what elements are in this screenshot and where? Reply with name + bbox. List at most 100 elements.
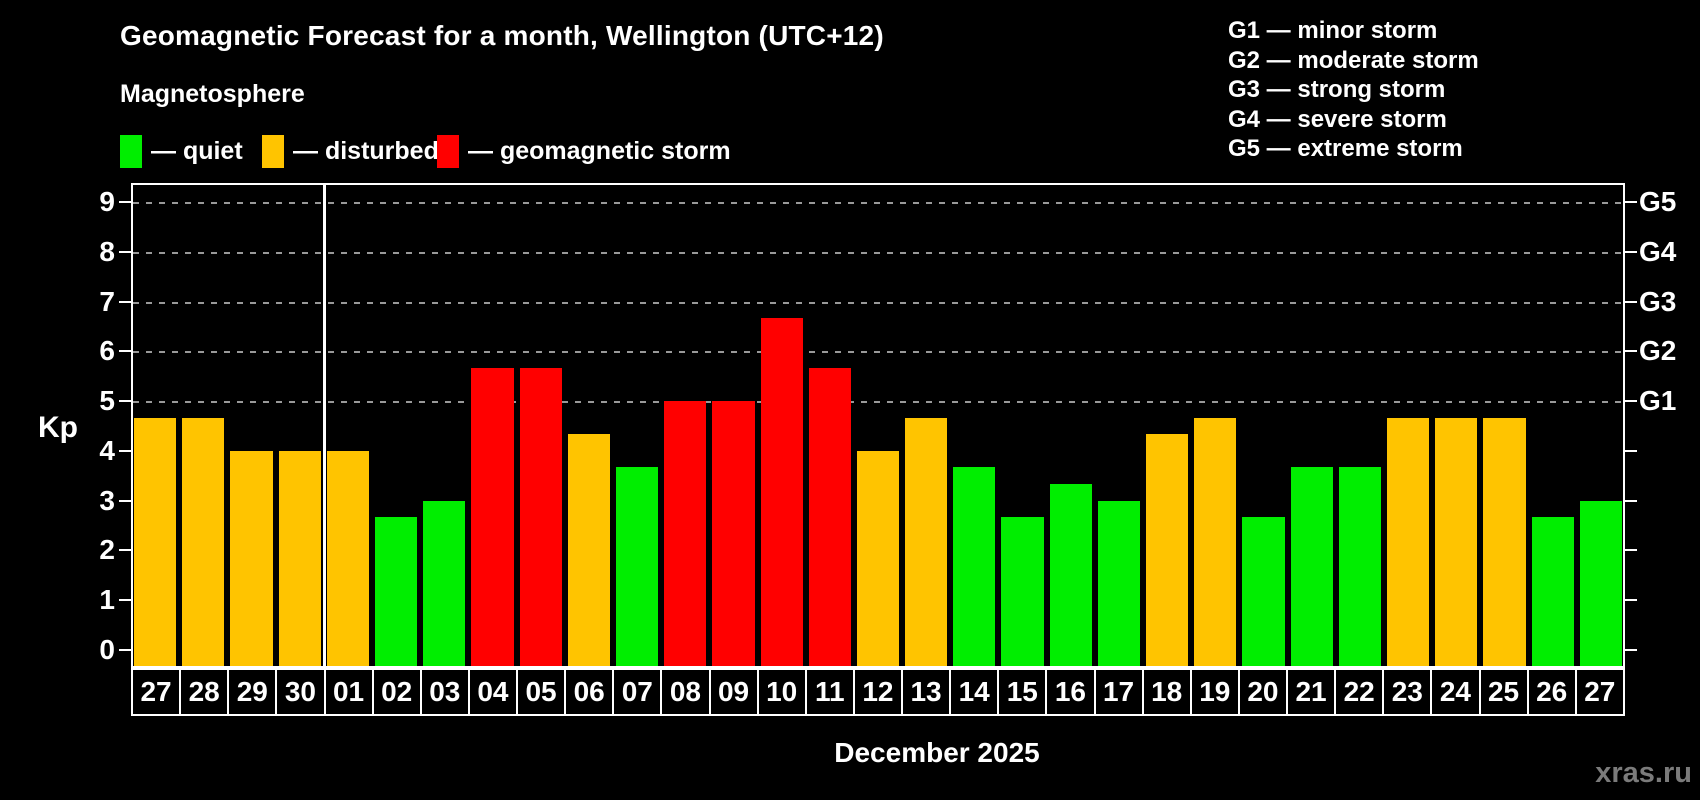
date-cell-16-13: 13 (903, 670, 952, 714)
gridline-kp5 (133, 401, 1623, 404)
legend-label-disturbed: — disturbed (293, 137, 439, 165)
kp-bar-06 (567, 434, 610, 666)
y-axis-tick-right-3 (1625, 499, 1637, 502)
date-cell-10-07: 07 (614, 670, 663, 714)
gridline-kp7 (133, 301, 1623, 304)
date-cell-28-25: 25 (1481, 670, 1529, 714)
x-axis-date-band: 27 28 29 30 01 02 03 04 05 06 07 08 09 10 11 12 13 14 15 16… (131, 668, 1625, 716)
y-axis-label-2: 2 (99, 534, 115, 566)
y-axis-tick-right-0 (1625, 649, 1637, 651)
y-axis-tick-left-4 (119, 449, 131, 452)
date-cell-27-24: 24 (1432, 670, 1481, 714)
gridline-kp9 (133, 201, 1623, 204)
kp-bar-29 (230, 450, 273, 666)
kp-bar-23 (1387, 417, 1430, 666)
kp-bar-30 (278, 450, 321, 666)
y-axis-label-4: 4 (99, 434, 115, 466)
date-cell-7-04: 04 (470, 670, 518, 714)
g-level-label-G3: G3 (1639, 285, 1677, 317)
g-scale-legend-entry: G3 — strong storm (1228, 76, 1446, 103)
g-level-label-G5: G5 (1639, 185, 1677, 217)
date-cell-21-18: 18 (1144, 670, 1192, 714)
y-axis-tick-right-2 (1625, 549, 1637, 552)
g-scale-legend-entry: G1 — minor storm (1228, 17, 1438, 44)
y-axis-tick-right-8 (1625, 250, 1637, 253)
date-cell-11-08: 08 (662, 670, 711, 714)
chart-subtitle: Magnetosphere (120, 80, 305, 108)
y-axis-label-7: 7 (99, 285, 115, 317)
date-cell-23-20: 20 (1240, 670, 1288, 714)
date-cell-18-15: 15 (999, 670, 1048, 714)
kp-bar-21 (1290, 467, 1333, 666)
legend-item-quiet: — quiet (120, 135, 243, 168)
kp-bar-09 (712, 401, 755, 666)
disturbed-swatch-icon (262, 135, 284, 168)
kp-bar-26 (1531, 517, 1574, 666)
date-cell-17-14: 14 (951, 670, 1000, 714)
date-cell-2-29: 29 (229, 670, 278, 714)
date-cell-30-27: 27 (1584, 676, 1616, 707)
kp-bar-11 (808, 367, 851, 666)
kp-bar-20 (1242, 517, 1285, 666)
g-scale-legend: G1 — minor storm G2 — moderate storm G3 — … (1228, 16, 1479, 164)
kp-bar-12 (856, 450, 900, 666)
month-separator-line (323, 185, 327, 666)
date-cell-25-22: 22 (1336, 670, 1385, 714)
legend-label-quiet: — quiet (151, 137, 243, 165)
y-axis-tick-left-1 (119, 599, 131, 602)
date-cell-14-11: 11 (807, 670, 855, 714)
kp-bar-19 (1194, 417, 1237, 666)
kp-bar-18 (1146, 434, 1189, 666)
y-axis-tick-left-2 (119, 549, 131, 552)
kp-bar-14 (953, 467, 996, 666)
y-axis-tick-right-5 (1625, 400, 1637, 403)
y-axis-tick-left-6 (119, 350, 131, 353)
y-axis-tick-right-9 (1625, 200, 1637, 203)
date-cell-9-06: 06 (566, 670, 615, 714)
gridline-kp8 (133, 251, 1623, 254)
page-title: Geomagnetic Forecast for a month, Wellin… (120, 20, 884, 51)
date-cell-5-02: 02 (374, 670, 422, 714)
g-scale-legend-entry: G4 — severe storm (1228, 105, 1447, 133)
plot-area (131, 183, 1625, 668)
y-axis-label-9: 9 (99, 185, 115, 217)
y-axis-tick-left-0 (119, 649, 131, 651)
y-axis-label-8: 8 (99, 235, 115, 267)
kp-bar-15 (1001, 517, 1044, 666)
g-level-label-G1: G1 (1639, 385, 1677, 417)
kp-bar-13 (905, 417, 948, 666)
kp-bar-05 (519, 367, 562, 666)
y-axis-label-5: 5 (99, 385, 115, 417)
y-axis-tick-left-5 (119, 400, 131, 403)
date-cell-4-01: 01 (326, 670, 374, 714)
legend-item-storm: — geomagnetic storm (437, 135, 731, 168)
kp-bar-25 (1483, 417, 1526, 666)
g-scale-legend-entry: G5 — extreme storm (1228, 135, 1463, 162)
date-cell-8-05: 05 (518, 670, 567, 714)
watermark: xras.ru (1595, 757, 1692, 789)
date-cell-0-27: 27 (133, 670, 182, 714)
y-axis-tick-left-7 (119, 300, 131, 303)
y-axis-label-0: 0 (99, 634, 115, 665)
kp-bar-22 (1338, 467, 1382, 666)
quiet-swatch-icon (120, 135, 142, 168)
kp-bar-28 (182, 417, 225, 666)
date-cell-12-09: 09 (711, 670, 759, 714)
kp-bar-04 (471, 367, 514, 666)
y-axis-label-6: 6 (99, 335, 115, 367)
kp-bar-27 (134, 417, 177, 666)
y-axis-tick-right-4 (1625, 449, 1637, 452)
date-cell-6-03: 03 (422, 670, 470, 714)
gridline-kp6 (133, 351, 1623, 354)
storm-swatch-icon (437, 135, 459, 168)
date-cell-26-23: 23 (1384, 670, 1433, 714)
y-axis-label-3: 3 (99, 484, 115, 516)
legend-item-disturbed: — disturbed (262, 135, 439, 168)
y-axis-tick-left-9 (119, 200, 131, 203)
kp-bar-16 (1049, 484, 1092, 666)
y-axis-tick-left-3 (119, 499, 131, 502)
y-axis-tick-left-8 (119, 250, 131, 253)
kp-bar-10 (760, 317, 803, 666)
y-axis-tick-right-6 (1625, 350, 1637, 353)
